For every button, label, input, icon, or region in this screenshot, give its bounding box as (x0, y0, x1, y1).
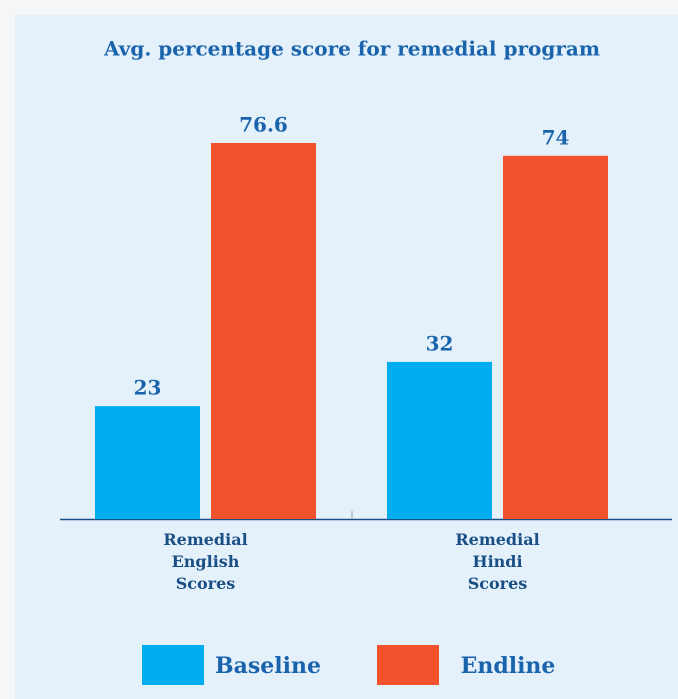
bar (503, 155, 608, 520)
x-tick-label: Remedial Hindi Scores (455, 530, 540, 593)
legend-swatch (142, 645, 204, 685)
value-label: 32 (426, 331, 454, 355)
legend-label: Endline (461, 653, 556, 679)
bar (95, 406, 200, 519)
value-label: 76.6 (239, 113, 288, 137)
bar (387, 361, 492, 519)
x-tick-label: Remedial English Scores (163, 530, 248, 593)
bar (211, 143, 316, 519)
legend-swatch (377, 645, 439, 685)
legend-label: Baseline (215, 653, 321, 679)
value-label: 74 (542, 125, 570, 149)
chart-title: Avg. percentage score for remedial progr… (103, 37, 600, 61)
value-label: 23 (134, 376, 162, 400)
